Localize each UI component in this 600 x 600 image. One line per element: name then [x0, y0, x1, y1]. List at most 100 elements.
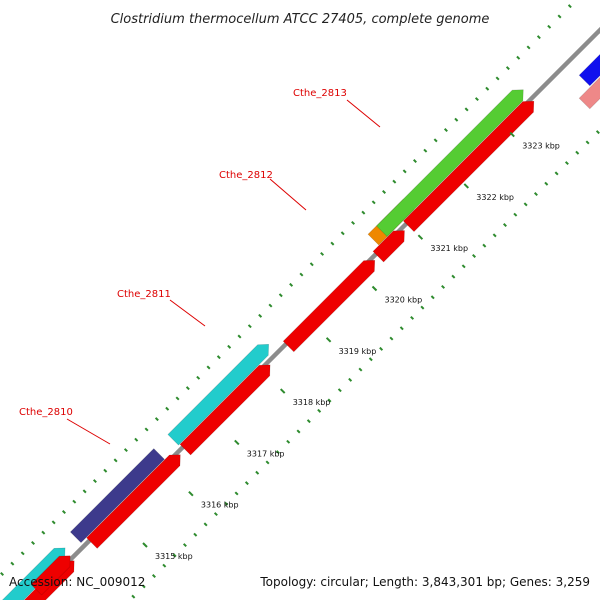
tick-dot	[144, 427, 149, 432]
gene-arrow[interactable]	[86, 454, 181, 549]
kbp-major-tick	[325, 337, 332, 343]
tick-dot	[523, 202, 528, 207]
tick-dot	[92, 479, 97, 484]
gene-label-cthe-2813[interactable]: Cthe_2813	[293, 88, 347, 99]
tick-dot	[340, 231, 345, 236]
tick-dot	[454, 117, 459, 122]
gene-arrow[interactable]	[282, 259, 376, 353]
kbp-label: 3319 kbp	[339, 347, 377, 356]
tick-dot	[193, 532, 198, 537]
tick-dot	[320, 251, 325, 256]
tick-dot	[299, 272, 304, 277]
kbp-major-tick	[463, 183, 470, 189]
gene-arrow[interactable]	[372, 230, 405, 263]
tick-dot	[472, 254, 476, 258]
tick-dot	[182, 543, 187, 548]
gene-label-cthe-2811[interactable]: Cthe_2811	[117, 289, 171, 300]
tick-dot	[247, 324, 252, 329]
tick-dot	[482, 243, 487, 248]
tick-dot	[10, 561, 15, 566]
tick-dot	[0, 571, 5, 576]
tick-dot	[351, 220, 356, 225]
gene-arrow[interactable]	[0, 547, 66, 600]
tick-dot	[275, 450, 280, 455]
gene-label-leader	[269, 178, 307, 211]
gene-arrow[interactable]	[30, 555, 71, 596]
gene-label-leader	[66, 418, 111, 445]
tick-dot	[337, 388, 342, 393]
kbp-tick-labels: 3315 kbp 3316 kbp 3317 kbp 3318 kbp 3319…	[142, 131, 560, 561]
tick-dot	[461, 264, 466, 269]
tick-dot	[536, 35, 541, 40]
tick-dot	[113, 458, 118, 463]
kbp-label: 3318 kbp	[293, 398, 331, 407]
tick-dot	[224, 501, 229, 506]
tick-dot	[162, 563, 167, 568]
gene-arrow[interactable]	[167, 343, 270, 446]
gene-arrow[interactable]	[578, 56, 600, 110]
tick-dot	[165, 406, 170, 411]
gene-arrow[interactable]	[578, 33, 600, 87]
tick-dot	[358, 367, 363, 372]
tick-dot	[265, 460, 270, 465]
tick-dot	[152, 574, 156, 578]
tick-dot	[278, 293, 283, 298]
tick-dot	[51, 520, 56, 525]
gene-arrow[interactable]	[376, 89, 524, 237]
tick-dot	[317, 408, 322, 413]
tick-dot	[154, 417, 159, 422]
tick-dot	[141, 584, 146, 589]
gene-label-leader	[346, 99, 381, 128]
kbp-major-tick	[234, 439, 240, 446]
tick-dot	[268, 303, 273, 308]
tick-dot	[31, 541, 35, 545]
kbp-label: 3321 kbp	[430, 244, 468, 253]
tick-dot	[306, 419, 311, 424]
tick-dot	[433, 138, 438, 143]
tick-dot	[213, 512, 218, 517]
gene-arrow[interactable]	[69, 448, 165, 544]
tick-dot	[62, 510, 66, 514]
tick-dot	[371, 200, 376, 205]
tick-dot	[185, 386, 190, 391]
gene-label-cthe-2810[interactable]: Cthe_2810	[19, 407, 73, 418]
tick-dot	[474, 97, 479, 102]
genome-title: Clostridium thermocellum ATCC 27405, com…	[111, 12, 490, 27]
gene-labels: Cthe_2810 Cthe_2811 Cthe_2812 Cthe_2813	[19, 88, 381, 445]
gene-arrow[interactable]	[179, 364, 271, 456]
gene-label-cthe-2812[interactable]: Cthe_2812	[219, 170, 273, 181]
tick-dot	[495, 76, 500, 81]
kbp-major-tick	[509, 131, 515, 138]
tick-dot	[255, 470, 260, 475]
tick-dot	[392, 179, 397, 184]
tick-dot	[399, 326, 404, 331]
tick-dot	[203, 522, 208, 527]
kbp-label: 3315 kbp	[155, 552, 193, 561]
outer-dotted-ring	[0, 4, 572, 576]
tick-dot	[289, 282, 294, 287]
gene-arrow[interactable]	[402, 100, 535, 233]
tick-dot	[20, 551, 25, 556]
kbp-label: 3316 kbp	[201, 501, 239, 510]
tick-dot	[379, 346, 384, 351]
tick-dot	[258, 313, 263, 318]
kbp-label: 3322 kbp	[476, 193, 514, 202]
kbp-major-tick	[279, 388, 286, 394]
tick-dot	[196, 375, 201, 380]
tick-dot	[206, 365, 211, 370]
kbp-label: 3317 kbp	[247, 449, 285, 458]
tick-dot	[286, 439, 291, 444]
kbp-label: 3323 kbp	[522, 142, 560, 151]
topology-text: Topology: circular; Length: 3,843,301 bp…	[259, 575, 590, 589]
kbp-major-tick	[188, 490, 194, 497]
tick-dot	[564, 161, 569, 166]
tick-dot	[505, 66, 510, 71]
tick-dot	[103, 468, 108, 473]
tick-dot	[227, 344, 232, 349]
tick-dot	[402, 169, 407, 174]
tick-dot	[382, 190, 386, 194]
tick-dot	[485, 86, 490, 91]
tick-dot	[131, 594, 136, 599]
tick-dot	[595, 130, 600, 135]
tick-dot	[368, 357, 373, 362]
